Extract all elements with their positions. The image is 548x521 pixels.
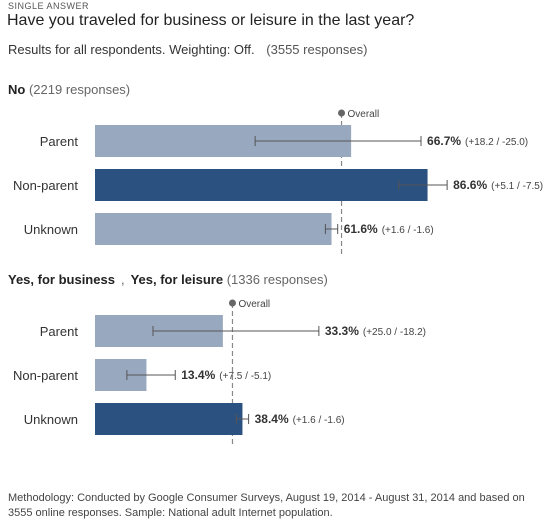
section-label-no: No (2219 responses) (8, 82, 130, 97)
bar (95, 213, 332, 245)
results-summary: Results for all respondents. Weighting: … (8, 42, 367, 57)
section-separator: , (120, 272, 125, 287)
ci-label: (+1.6 / -1.6) (382, 225, 434, 236)
category-label: Non-parent (13, 368, 78, 383)
overall-label: Overall (348, 109, 380, 120)
results-chart: Overall Parent 66.7% (+18.2 / -25.0) Non-par… (13, 109, 543, 445)
ci-label: (+25.0 / -18.2) (363, 327, 426, 338)
overall-marker (338, 109, 346, 117)
ci-label: (+7.5 / -5.1) (219, 371, 271, 382)
section-responses-yes: (1336 responses) (226, 272, 328, 287)
section-answer-leisure: Yes, for leisure (130, 272, 224, 287)
category-label: Parent (40, 134, 79, 149)
overall-marker (228, 299, 236, 307)
category-label: Unknown (24, 222, 78, 237)
bar (95, 169, 428, 201)
section-answer-business: Yes, for business (8, 272, 115, 287)
ci-label: (+5.1 / -7.5) (491, 181, 543, 192)
value-label: 61.6% (344, 222, 378, 236)
value-label: 38.4% (255, 412, 289, 426)
category-label: Unknown (24, 412, 78, 427)
value-label: 33.3% (325, 324, 359, 338)
bar (95, 403, 243, 435)
question-type-label: SINGLE ANSWER (8, 1, 90, 11)
methodology-note: Methodology: Conducted by Google Consume… (8, 492, 525, 519)
section-answer-no: No (8, 82, 26, 97)
value-label: 66.7% (427, 134, 461, 148)
value-label: 13.4% (181, 368, 215, 382)
ci-label: (+1.6 / -1.6) (293, 415, 345, 426)
section-label-yes: Yes, for business, Yes, for leisure (1336… (8, 272, 328, 287)
ci-label: (+18.2 / -25.0) (465, 137, 528, 148)
section-responses-no: (2219 responses) (28, 82, 131, 97)
category-label: Parent (40, 324, 79, 339)
question-title: Have you traveled for business or leisur… (7, 12, 415, 29)
category-label: Non-parent (13, 178, 78, 193)
value-label: 86.6% (453, 178, 487, 192)
total-responses: (3555 responses) (266, 42, 368, 57)
results-text: Results for all respondents. Weighting: … (8, 42, 255, 57)
overall-label: Overall (238, 299, 270, 310)
